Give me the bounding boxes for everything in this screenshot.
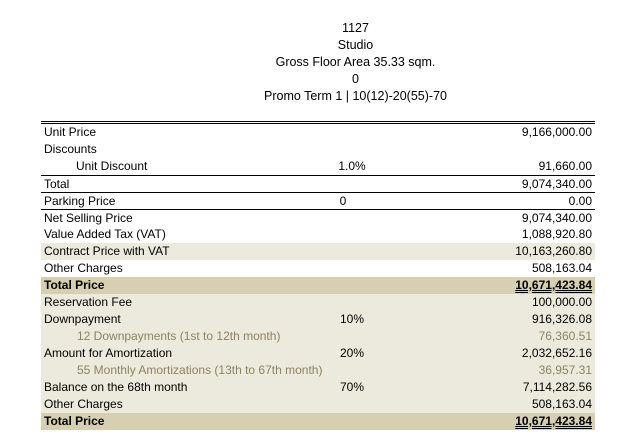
row-parking-count: 0 <box>339 194 347 208</box>
row-label: Discounts <box>44 142 97 156</box>
row-amount: 76,360.51 <box>538 329 592 343</box>
row-label: Net Selling Price <box>44 211 133 225</box>
row-amortization-monthly: 55 Monthly Amortizations (13th to 67th m… <box>41 362 595 379</box>
row-amount: 7,114,282.56 <box>522 380 592 394</box>
row-amortization: Amount for Amortization 20% 2,032,652.16 <box>41 345 595 362</box>
row-label: Parking Price <box>44 194 116 208</box>
row-label: Total Price <box>44 278 105 292</box>
row-amount: 508,163.04 <box>531 261 592 275</box>
row-downpayment: Downpayment 10% 916,326.08 <box>41 311 595 328</box>
row-label: Unit Price <box>44 125 97 139</box>
row-label: Unit Discount <box>76 159 148 173</box>
row-label: Amount for Amortization <box>44 346 173 360</box>
row-balance: Balance on the 68th month 70% 7,114,282.… <box>41 379 595 396</box>
row-amount: 100,000.00 <box>531 295 592 309</box>
row-other-charges: Other Charges 508,163.04 <box>41 396 595 413</box>
row-label: Downpayment <box>44 312 121 326</box>
row-percent: 20% <box>339 346 365 360</box>
row-other-charges: Other Charges 508,163.04 <box>41 260 595 277</box>
row-amount: 2,032,652.16 <box>521 346 592 360</box>
row-amount: 508,163.04 <box>531 397 592 411</box>
row-amount: 10,671,423.84 <box>515 414 592 428</box>
row-amount: 916,326.08 <box>531 312 592 326</box>
row-amount: 10,163,260.80 <box>515 244 592 258</box>
unit-header: 1127 Studio Gross Floor Area 35.33 sqm. … <box>0 20 631 105</box>
row-label: Total <box>44 177 70 191</box>
promo-term: Promo Term 1 | 10(12)-20(55)-70 <box>264 89 447 103</box>
price-computation-table: Unit Price 9,166,000.00 Discounts Unit D… <box>41 121 595 430</box>
floor-number: 0 <box>352 72 359 86</box>
row-reservation-fee: Reservation Fee 100,000.00 <box>41 294 595 311</box>
row-vat: Value Added Tax (VAT) 1,088,920.80 <box>41 226 595 243</box>
row-label: Total Price <box>44 414 105 428</box>
row-label: Balance on the 68th month <box>44 380 188 394</box>
row-amount: 9,074,340.00 <box>521 177 592 191</box>
row-total-price: Total Price 10,671,423.84 <box>41 413 595 430</box>
row-label: 12 Downpayments (1st to 12th month) <box>77 329 281 343</box>
row-percent: 70% <box>339 380 365 394</box>
row-label: Other Charges <box>44 261 123 275</box>
row-parking-price: Parking Price 0 0.00 <box>41 192 595 209</box>
row-discounts: Discounts <box>41 141 595 158</box>
row-amount: 1,088,920.80 <box>521 227 592 241</box>
row-percent: 1.0% <box>338 159 366 173</box>
row-net-selling-price: Net Selling Price 9,074,340.00 <box>41 209 595 226</box>
floor-area: Gross Floor Area 35.33 sqm. <box>275 55 436 69</box>
row-total-price: Total Price 10,671,423.84 <box>41 277 595 294</box>
row-unit-price: Unit Price 9,166,000.00 <box>41 124 595 141</box>
row-contract-price: Contract Price with VAT 10,163,260.80 <box>41 243 595 260</box>
row-downpayment-monthly: 12 Downpayments (1st to 12th month) 76,3… <box>41 328 595 345</box>
row-total: Total 9,074,340.00 <box>41 175 595 192</box>
row-percent: 10% <box>339 312 365 326</box>
row-amount: 36,957.31 <box>538 363 592 377</box>
row-unit-discount: Unit Discount 1.0% 91,660.00 <box>41 158 595 175</box>
row-amount: 91,660.00 <box>538 159 592 173</box>
row-label: Other Charges <box>44 397 123 411</box>
row-label: 55 Monthly Amortizations (13th to 67th m… <box>77 363 323 377</box>
unit-number: 1127 <box>342 21 369 35</box>
row-amount: 10,671,423.84 <box>515 278 592 292</box>
row-label: Reservation Fee <box>44 295 133 309</box>
row-label: Value Added Tax (VAT) <box>44 227 166 241</box>
row-label: Contract Price with VAT <box>44 244 170 258</box>
row-amount: 9,074,340.00 <box>521 211 592 225</box>
row-amount: 9,166,000.00 <box>521 125 592 139</box>
row-amount: 0.00 <box>568 194 592 208</box>
unit-type: Studio <box>337 38 374 52</box>
